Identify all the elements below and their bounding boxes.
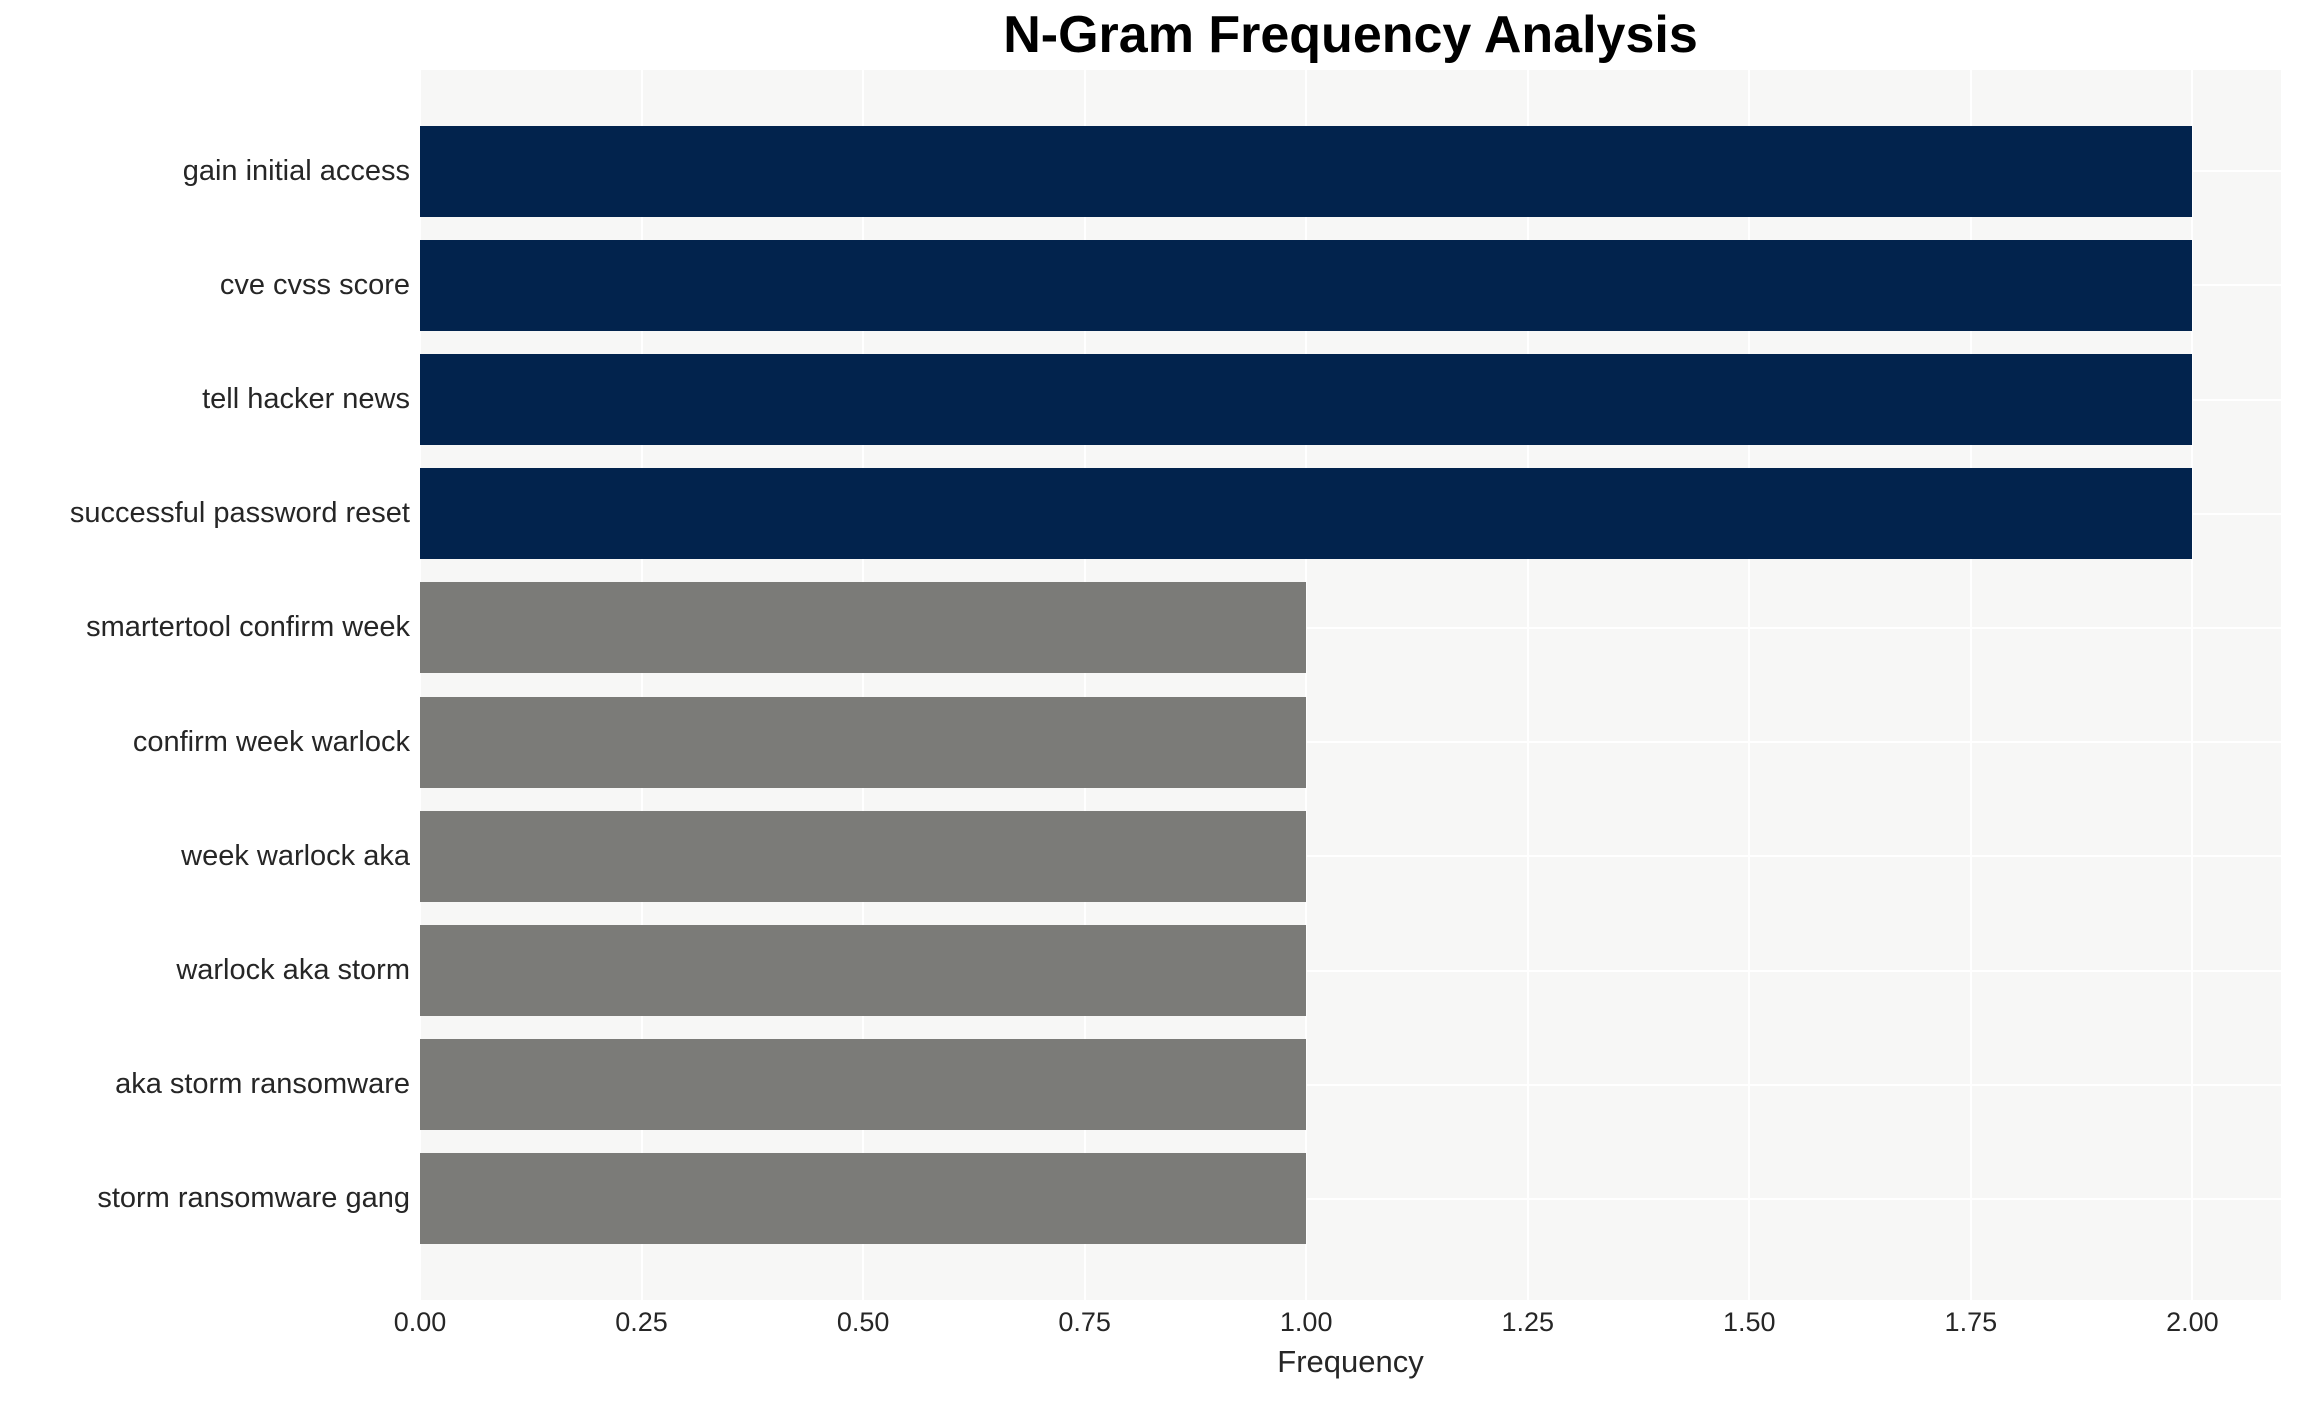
horizontal-gridline bbox=[420, 855, 2281, 858]
category-label: smartertool confirm week bbox=[86, 611, 410, 644]
x-tick-label: 1.75 bbox=[1944, 1307, 1998, 1337]
vertical-gridline bbox=[419, 70, 421, 1300]
category-label: successful password reset bbox=[69, 497, 410, 530]
category-label: tell hacker news bbox=[202, 383, 410, 415]
bar bbox=[420, 1039, 1307, 1131]
bar bbox=[420, 582, 1307, 674]
x-axis-ticks: 0.00 0.25 0.50 0.75 1.00 1.25 1.50 1.75 2.00 bbox=[394, 1307, 2281, 1345]
bar bbox=[420, 1153, 1307, 1245]
bar-row bbox=[420, 913, 2281, 1027]
vertical-gridline bbox=[640, 70, 643, 1300]
x-axis-title: Frequency bbox=[1277, 1344, 1424, 1379]
bar-row bbox=[420, 457, 2281, 571]
x-tick-label: 0.25 bbox=[615, 1307, 668, 1337]
bar-row bbox=[420, 228, 2281, 342]
vertical-gridline bbox=[1748, 70, 1751, 1300]
x-tick-label: 1.00 bbox=[1279, 1307, 1333, 1337]
horizontal-gridline bbox=[420, 741, 2281, 744]
bar-row bbox=[420, 1142, 2281, 1256]
x-tick-label: 0.50 bbox=[836, 1307, 890, 1337]
bars-container bbox=[420, 70, 2281, 1300]
category-label: warlock aka storm bbox=[176, 954, 410, 987]
x-tick-label: 0.75 bbox=[1058, 1307, 1111, 1337]
plot-area bbox=[419, 70, 2281, 1300]
horizontal-gridline bbox=[420, 969, 2281, 972]
chart-title: N-Gram Frequency Analysis bbox=[1003, 6, 1698, 64]
bar-row bbox=[420, 799, 2281, 913]
vertical-gridline bbox=[862, 70, 865, 1300]
category-label: confirm week warlock bbox=[132, 725, 410, 758]
bar bbox=[420, 696, 1307, 788]
bar bbox=[420, 468, 2193, 560]
bar bbox=[420, 239, 2193, 331]
vertical-gridline bbox=[1526, 70, 1529, 1300]
vertical-gridline bbox=[1083, 70, 1086, 1300]
bar bbox=[420, 810, 1307, 902]
horizontal-gridline bbox=[420, 626, 2281, 629]
horizontal-gridline bbox=[420, 1197, 2281, 1200]
bar-row bbox=[420, 1028, 2281, 1142]
vertical-gridline bbox=[2191, 70, 2194, 1300]
bar bbox=[420, 354, 2193, 445]
x-tick-label: 1.50 bbox=[1723, 1307, 1776, 1337]
vertical-gridline bbox=[1969, 70, 1972, 1300]
category-label: aka storm ransomware bbox=[115, 1068, 410, 1101]
horizontal-gridline bbox=[420, 1083, 2281, 1086]
x-tick-label: 0.00 bbox=[393, 1307, 447, 1337]
y-axis-labels: gain initial access cve cvss score tell ha… bbox=[0, 70, 410, 1300]
category-label: week warlock aka bbox=[181, 839, 410, 872]
x-tick-label: 1.25 bbox=[1501, 1307, 1555, 1337]
category-label: gain initial access bbox=[182, 154, 410, 187]
bar-row bbox=[420, 114, 2281, 228]
bar bbox=[420, 125, 2193, 217]
vertical-gridline bbox=[1305, 70, 1308, 1300]
x-tick-label: 2.00 bbox=[2166, 1307, 2219, 1337]
category-label: cve cvss score bbox=[219, 268, 410, 301]
bar-row bbox=[420, 342, 2281, 456]
category-label: storm ransomware gang bbox=[97, 1182, 410, 1215]
bar-row bbox=[420, 571, 2281, 685]
bar-row bbox=[420, 685, 2281, 799]
bar bbox=[420, 925, 1307, 1017]
